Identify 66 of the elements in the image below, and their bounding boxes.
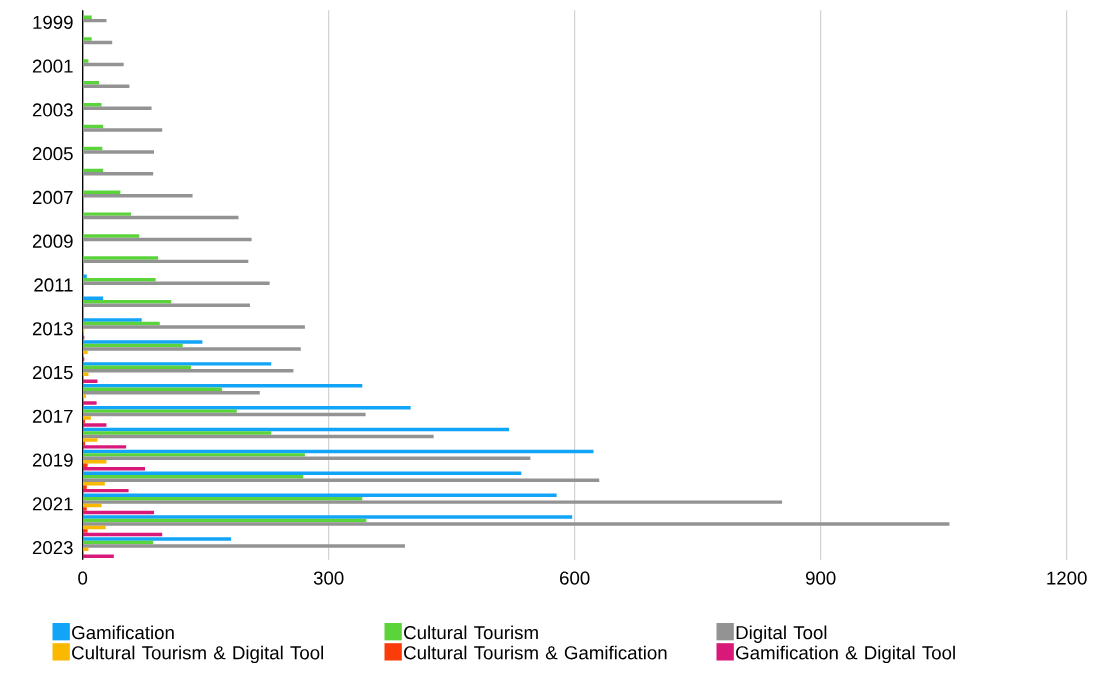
legend-label: Cultural Tourism & Gamification [404, 645, 667, 660]
bar [82, 493, 557, 497]
bar [82, 522, 950, 526]
bar [82, 445, 127, 449]
bar [82, 507, 87, 511]
bar [82, 431, 272, 435]
x-tick-label: 1200 [1047, 571, 1087, 585]
bar [82, 478, 600, 482]
bar [82, 369, 294, 373]
y-tick-label: 2021 [32, 497, 73, 511]
bar [82, 394, 86, 398]
y-tick-label: 2017 [32, 409, 73, 423]
bar [82, 416, 91, 420]
bar [82, 59, 89, 63]
bar [82, 128, 163, 132]
bar [82, 106, 152, 110]
bar [82, 325, 305, 329]
bar [82, 485, 87, 489]
bar [82, 544, 405, 548]
x-tick-label: 300 [313, 571, 344, 585]
y-tick-label: 2001 [32, 59, 73, 73]
y-tick-label: 2005 [32, 147, 73, 161]
x-tick-label: 0 [78, 571, 88, 585]
bar [82, 529, 88, 533]
legend-label: Cultural Tourism [404, 625, 538, 640]
y-tick-label: 2007 [32, 190, 73, 205]
x-tick-label: 600 [560, 571, 590, 585]
bar [82, 460, 107, 464]
y-tick-label: 2011 [34, 278, 73, 292]
bar [82, 15, 92, 19]
bar [82, 362, 272, 366]
bar [82, 387, 223, 391]
bar [82, 212, 132, 216]
y-tick-label: 2009 [32, 234, 73, 248]
bar [82, 438, 98, 442]
bar [82, 256, 159, 260]
y-tick-label: 2023 [32, 541, 73, 555]
bar [82, 172, 154, 176]
bar [82, 409, 237, 413]
legend-label: Cultural Tourism & Digital Tool [72, 645, 324, 664]
bar [82, 423, 107, 427]
y-tick-label: 2019 [32, 453, 73, 467]
bar [82, 347, 301, 351]
bar [82, 500, 783, 504]
bar [82, 296, 104, 300]
bar [82, 515, 573, 519]
bar [82, 453, 305, 457]
bar [82, 37, 92, 41]
bar [82, 318, 142, 322]
bar [82, 303, 250, 307]
y-tick-label: 2013 [32, 322, 73, 336]
bar [82, 340, 203, 344]
bar [82, 81, 100, 85]
bar [82, 379, 98, 383]
bar [82, 278, 156, 282]
legend-label: Gamification & Digital Tool [736, 645, 955, 664]
bar [82, 537, 232, 541]
x-tick-label: 900 [805, 571, 836, 585]
y-tick-label: 2003 [32, 103, 73, 117]
y-tick-label: 2015 [32, 365, 73, 380]
bar [82, 150, 155, 154]
bar [82, 234, 140, 238]
y-tick-label: 1999 [33, 15, 73, 29]
legend-label: Gamification [72, 625, 174, 640]
legend-label: Digital Tool [736, 625, 827, 643]
bar [82, 401, 97, 405]
